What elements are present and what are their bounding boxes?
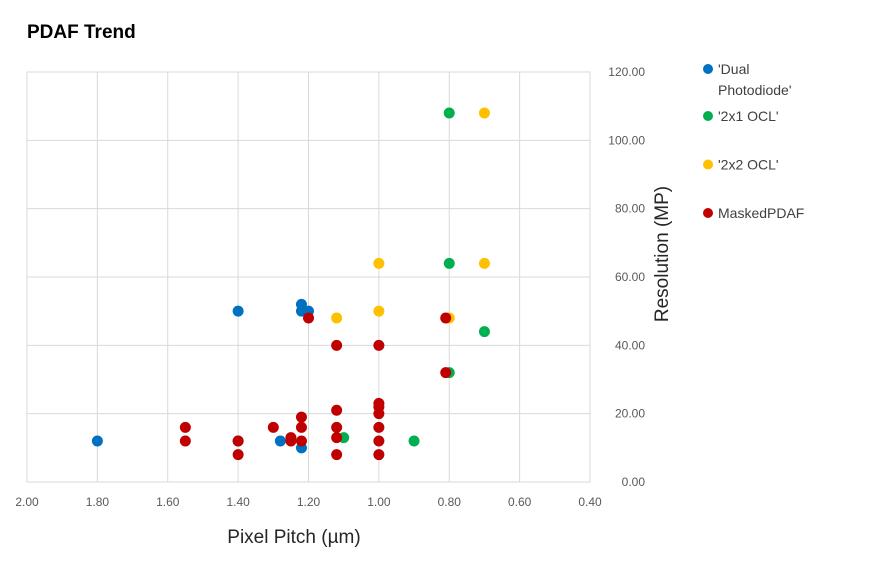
- chart-title: PDAF Trend: [27, 22, 136, 43]
- legend: 'Dual Photodiode' '2x1 OCL' '2x2 OCL' Masked…: [703, 61, 804, 221]
- legend-marker: [703, 159, 713, 170]
- data-point: [331, 312, 343, 324]
- y-tick-label: 80.00: [615, 202, 645, 216]
- legend-marker: [703, 64, 713, 74]
- x-tick-label: 0.80: [438, 495, 462, 509]
- data-point: [295, 411, 307, 423]
- x-tick-labels: 2.00 1.80 1.60 1.40 1.20 1.00 0.80 0.60 0.40: [15, 495, 602, 509]
- grid-layer: [26, 71, 591, 483]
- series-3: [179, 312, 452, 461]
- data-point: [373, 408, 385, 420]
- x-tick-label: 0.40: [578, 495, 602, 509]
- data-point: [443, 257, 455, 269]
- data-point: [331, 432, 343, 444]
- series-0: [91, 298, 314, 454]
- y-tick-label: 100.00: [608, 133, 645, 147]
- legend-item: '2x2 OCL': [703, 157, 779, 173]
- data-point: [478, 257, 490, 269]
- y-tick-label: 0.00: [622, 475, 646, 489]
- y-axis-label: Resolution (MP): [652, 186, 673, 322]
- data-point: [303, 312, 314, 324]
- data-point: [91, 435, 103, 447]
- x-tick-label: 1.20: [297, 495, 321, 509]
- x-tick-label: 1.60: [156, 495, 180, 509]
- data-point: [408, 435, 420, 447]
- data-point: [179, 421, 191, 433]
- x-tick-label: 2.00: [15, 495, 39, 509]
- legend-item: 'Dual Photodiode': [703, 61, 792, 98]
- legend-item: MaskedPDAF: [703, 205, 804, 221]
- legend-label: Photodiode': [718, 82, 792, 98]
- data-point: [232, 449, 244, 461]
- y-tick-label: 60.00: [615, 270, 645, 284]
- x-tick-label: 1.40: [226, 495, 250, 509]
- data-point: [267, 421, 279, 433]
- legend-label: MaskedPDAF: [718, 205, 804, 221]
- data-point: [285, 435, 297, 447]
- legend-marker: [703, 111, 713, 121]
- legend-label: '2x2 OCL': [718, 157, 779, 173]
- data-point: [232, 305, 244, 317]
- data-point: [373, 449, 385, 461]
- data-point: [373, 435, 385, 447]
- y-tick-label: 40.00: [615, 338, 645, 352]
- data-point: [373, 305, 385, 317]
- legend-label: 'Dual: [718, 61, 749, 77]
- y-tick-label: 20.00: [615, 407, 645, 421]
- data-point: [373, 257, 385, 269]
- y-tick-labels: 0.00 20.00 40.00 60.00 80.00 100.00 120.00: [608, 65, 645, 489]
- data-point: [373, 421, 385, 433]
- data-point: [478, 326, 490, 338]
- x-tick-label: 0.60: [508, 495, 532, 509]
- x-axis-label: Pixel Pitch (µm): [227, 527, 360, 548]
- data-point: [331, 449, 343, 461]
- data-point: [373, 339, 385, 351]
- x-tick-label: 1.00: [367, 495, 391, 509]
- data-point: [440, 367, 452, 379]
- legend-marker: [703, 208, 713, 218]
- data-point: [274, 435, 286, 447]
- data-point: [478, 107, 490, 119]
- data-point: [443, 107, 455, 119]
- data-point: [295, 435, 307, 447]
- data-points: [91, 107, 490, 461]
- data-point: [331, 404, 343, 416]
- legend-item: '2x1 OCL': [703, 108, 779, 124]
- plot-area: [26, 71, 591, 483]
- data-point: [232, 435, 244, 447]
- y-tick-label: 120.00: [608, 65, 645, 79]
- data-point: [179, 435, 191, 447]
- data-point: [331, 421, 343, 433]
- data-point: [331, 339, 343, 351]
- data-point: [295, 421, 307, 433]
- data-point: [440, 312, 452, 324]
- legend-label: '2x1 OCL': [718, 108, 779, 124]
- x-tick-label: 1.80: [86, 495, 110, 509]
